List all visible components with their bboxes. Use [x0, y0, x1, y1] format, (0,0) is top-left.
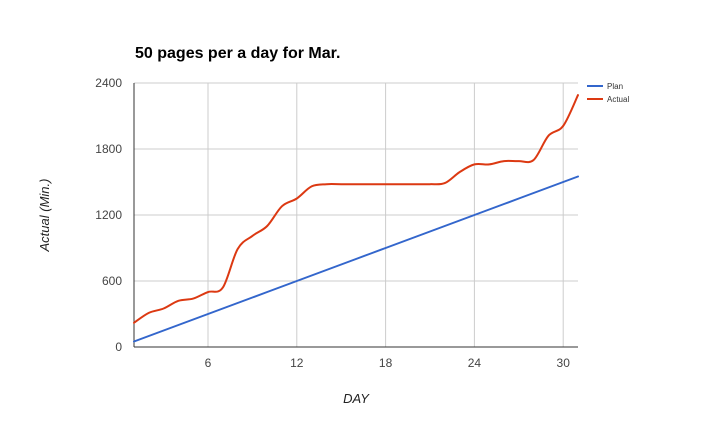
legend-label-plan: Plan [607, 82, 623, 91]
legend: Plan Actual [587, 82, 629, 104]
x-tick-label: 18 [379, 356, 393, 370]
legend-label-actual: Actual [607, 95, 629, 104]
y-tick-label: 1200 [95, 208, 122, 222]
x-tick-label: 30 [557, 356, 571, 370]
tick-labels: 0 600 1200 1800 2400 6 12 18 24 30 [95, 76, 570, 370]
axes [133, 83, 578, 348]
series-line-plan [133, 175, 579, 343]
series-line-actual [133, 94, 579, 324]
y-tick-label: 2400 [95, 76, 122, 90]
x-axis-label: DAY [343, 391, 370, 406]
chart-title: 50 pages per a day for Mar. [135, 45, 340, 62]
x-tick-label: 24 [468, 356, 482, 370]
y-tick-label: 600 [102, 274, 122, 288]
x-tick-label: 6 [205, 356, 212, 370]
y-axis-label: Actual (Min.) [37, 179, 52, 253]
series-lines [133, 94, 579, 343]
y-tick-label: 0 [115, 340, 122, 354]
y-tick-label: 1800 [95, 142, 122, 156]
x-tick-label: 12 [290, 356, 304, 370]
